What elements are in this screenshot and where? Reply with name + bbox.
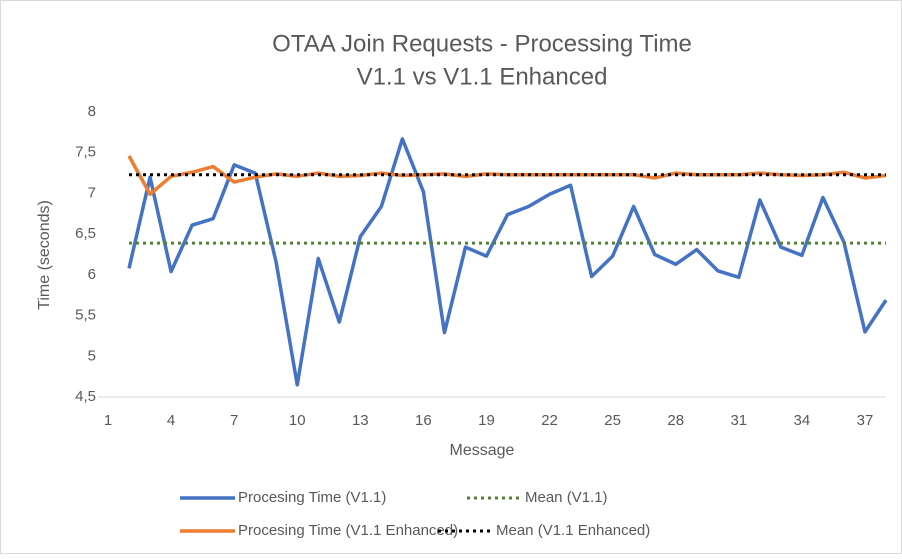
x-tick-label: 31 — [730, 412, 747, 429]
x-tick-label: 7 — [230, 412, 238, 429]
x-tick-label: 25 — [604, 412, 621, 429]
y-tick-label: 4,5 — [75, 388, 96, 405]
chart-subtitle: V1.1 vs V1.1 Enhanced — [357, 63, 608, 90]
x-tick-label: 1 — [104, 412, 112, 429]
x-tick-label: 37 — [857, 412, 874, 429]
y-tick-label: 6 — [88, 266, 96, 283]
chart-title: OTAA Join Requests - Processing Time — [272, 30, 692, 57]
legend-label: Procesing Time (V1.1) — [238, 489, 386, 506]
legend-label: Mean (V1.1 Enhanced) — [496, 522, 650, 539]
y-tick-label: 8 — [88, 103, 96, 120]
x-tick-label: 28 — [667, 412, 684, 429]
x-tick-label: 4 — [167, 412, 175, 429]
x-tick-label: 19 — [478, 412, 495, 429]
x-tick-label: 13 — [352, 412, 369, 429]
y-axis-label: Time (seconds) — [36, 200, 53, 310]
x-tick-label: 10 — [289, 412, 306, 429]
x-tick-label: 22 — [541, 412, 558, 429]
x-axis-label: Message — [450, 442, 515, 459]
y-tick-label: 7 — [88, 184, 96, 201]
x-tick-label: 16 — [415, 412, 432, 429]
y-tick-label: 6,5 — [75, 225, 96, 242]
series-line — [127, 137, 888, 387]
legend-label: Mean (V1.1) — [525, 489, 608, 506]
legend-label: Procesing Time (V1.1 Enhanced) — [238, 522, 458, 539]
x-tick-label: 34 — [794, 412, 811, 429]
y-tick-label: 7,5 — [75, 144, 96, 161]
y-tick-label: 5 — [88, 347, 96, 364]
y-tick-label: 5,5 — [75, 307, 96, 324]
